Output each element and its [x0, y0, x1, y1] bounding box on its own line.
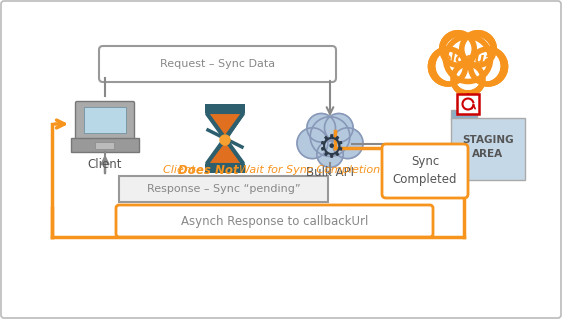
- Circle shape: [449, 41, 487, 79]
- FancyBboxPatch shape: [84, 107, 126, 133]
- Circle shape: [430, 49, 465, 84]
- FancyBboxPatch shape: [119, 176, 328, 202]
- Text: Response – Sync “pending”: Response – Sync “pending”: [147, 184, 300, 194]
- FancyBboxPatch shape: [71, 138, 139, 152]
- Circle shape: [307, 114, 336, 142]
- Text: Request – Sync Data: Request – Sync Data: [160, 59, 275, 69]
- Circle shape: [310, 117, 350, 156]
- FancyBboxPatch shape: [457, 94, 479, 114]
- FancyBboxPatch shape: [99, 46, 336, 82]
- FancyBboxPatch shape: [205, 164, 245, 173]
- FancyBboxPatch shape: [382, 144, 468, 198]
- Circle shape: [332, 128, 363, 159]
- Circle shape: [470, 51, 500, 81]
- Circle shape: [220, 135, 230, 145]
- FancyBboxPatch shape: [205, 104, 245, 113]
- FancyBboxPatch shape: [451, 110, 477, 120]
- Circle shape: [317, 141, 343, 167]
- Text: eloqua: eloqua: [442, 52, 495, 66]
- Text: Client: Client: [163, 165, 202, 175]
- Text: Client: Client: [88, 158, 123, 170]
- Text: Bulk API: Bulk API: [306, 167, 354, 180]
- Circle shape: [455, 64, 481, 89]
- Circle shape: [324, 114, 353, 142]
- Circle shape: [470, 49, 505, 84]
- Text: Asynch Response to callbackUrl: Asynch Response to callbackUrl: [181, 214, 368, 227]
- FancyBboxPatch shape: [96, 143, 115, 150]
- Circle shape: [462, 33, 494, 65]
- Text: Wait for Sync Completion: Wait for Sync Completion: [232, 165, 380, 175]
- Circle shape: [446, 38, 473, 65]
- Circle shape: [442, 33, 474, 65]
- Circle shape: [453, 64, 483, 94]
- Text: Sync
Completed: Sync Completed: [393, 155, 457, 187]
- Text: Does Not: Does Not: [178, 164, 239, 176]
- FancyBboxPatch shape: [75, 101, 134, 140]
- FancyBboxPatch shape: [451, 118, 525, 180]
- Polygon shape: [206, 140, 244, 164]
- Circle shape: [437, 51, 466, 81]
- Circle shape: [463, 38, 490, 65]
- Circle shape: [297, 128, 328, 159]
- Polygon shape: [206, 113, 244, 140]
- Circle shape: [446, 36, 491, 81]
- Text: ⚙: ⚙: [318, 135, 345, 164]
- FancyBboxPatch shape: [116, 205, 433, 237]
- Text: STAGING
AREA: STAGING AREA: [462, 135, 514, 159]
